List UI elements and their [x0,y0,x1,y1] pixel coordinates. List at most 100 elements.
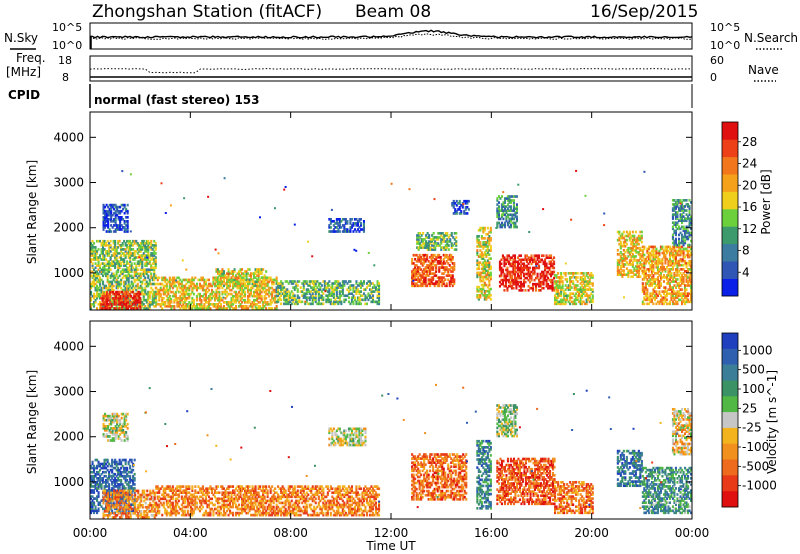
echo-cell [368,296,371,300]
echo-cell [251,272,254,275]
echo-cell [509,201,512,204]
echo-cell [438,236,441,239]
echo-cell [120,256,123,259]
echo-cell [371,300,374,304]
echo-cell [127,298,130,302]
echo-cell [277,284,280,287]
echo-cell [500,205,503,208]
echo-cell [411,258,414,261]
echo-cell [120,264,123,267]
echo-cell [508,209,511,213]
echo-cell [673,292,676,296]
echo-cell [104,205,107,209]
echo-cell [99,264,102,267]
echo-cell [280,288,283,291]
echo-cell [438,232,441,235]
echo-cell [247,286,250,290]
echo-cell [96,288,99,292]
echo-cell [153,260,156,263]
echo-cell [136,282,139,286]
echo-cell [123,254,126,257]
echo-cell [161,288,164,292]
echo-cell [532,260,535,264]
echo-cell [188,296,191,300]
echo-cell [332,224,335,227]
echo-cell [667,272,670,275]
echo-cell [123,282,126,286]
echo-cell [536,272,539,276]
echo-cell [656,278,659,281]
echo-cell [102,256,105,259]
echo-cell [446,244,449,247]
echo-cell [136,248,139,251]
echo-cell [542,286,545,290]
echo-cell [649,282,652,285]
echo-cell [131,296,134,300]
echo-cell [500,203,503,206]
echo-cell [242,288,245,292]
echo-cell [538,280,541,284]
echo-cell [628,230,631,234]
echo-cell [115,280,118,284]
echo-cell [621,234,624,238]
echo-cell [674,203,677,206]
echo-cell [684,247,687,251]
echo-cell [224,307,227,310]
echo-cell [112,284,115,288]
echo-cell [245,301,248,304]
echo-cell [429,266,432,269]
echo-cell [114,218,117,221]
echo-cell [293,286,296,289]
echo-cell [452,206,455,209]
echo-cell [643,286,646,289]
echo-cell [317,288,320,291]
echo-cell [247,272,250,275]
echo-cell [120,270,123,274]
echo-cell [643,261,646,265]
echo-cell [506,274,509,278]
echo-cell [148,290,151,294]
echo-cell [652,302,655,306]
echo-cell [281,292,284,296]
echo-cell [510,284,513,288]
echo-cell [127,254,130,257]
echo-cell [530,276,533,280]
echo-cell [195,286,198,290]
echo-cell [96,292,99,296]
echo-cell [690,284,692,287]
echo-cell [581,272,584,275]
echo-cell [497,215,500,219]
echo-cell [685,296,688,300]
echo-cell [674,241,677,245]
echo-cell [637,234,640,238]
echo-cell [668,268,671,271]
echo-cell [451,278,454,282]
echo-cell [355,292,358,296]
echo-cell [124,274,127,278]
echo-cell [123,274,126,278]
echo-cell [513,266,516,270]
echo-cell [194,276,197,280]
echo-cell [295,302,298,306]
echo-cell [668,245,671,249]
echo-cell [457,208,460,211]
echo-cell [655,278,658,281]
echo-cell [108,288,111,292]
echo-cell [115,252,118,255]
echo-cell [446,246,449,249]
echo-cell [153,250,156,253]
echo-cell [201,307,204,310]
echo-cell [479,273,482,277]
echo-cell [192,303,195,306]
echo-cell [200,278,203,282]
echo-cell [619,236,622,240]
echo-cell [147,239,150,243]
echo-cell [587,280,590,283]
echo-cell [438,244,441,247]
echo-cell [262,276,265,279]
echo-cell [451,262,454,265]
echo-cell [674,261,677,265]
noise-panel-frame [89,22,693,50]
echo-cell [527,274,530,278]
echo-cell [667,245,670,249]
